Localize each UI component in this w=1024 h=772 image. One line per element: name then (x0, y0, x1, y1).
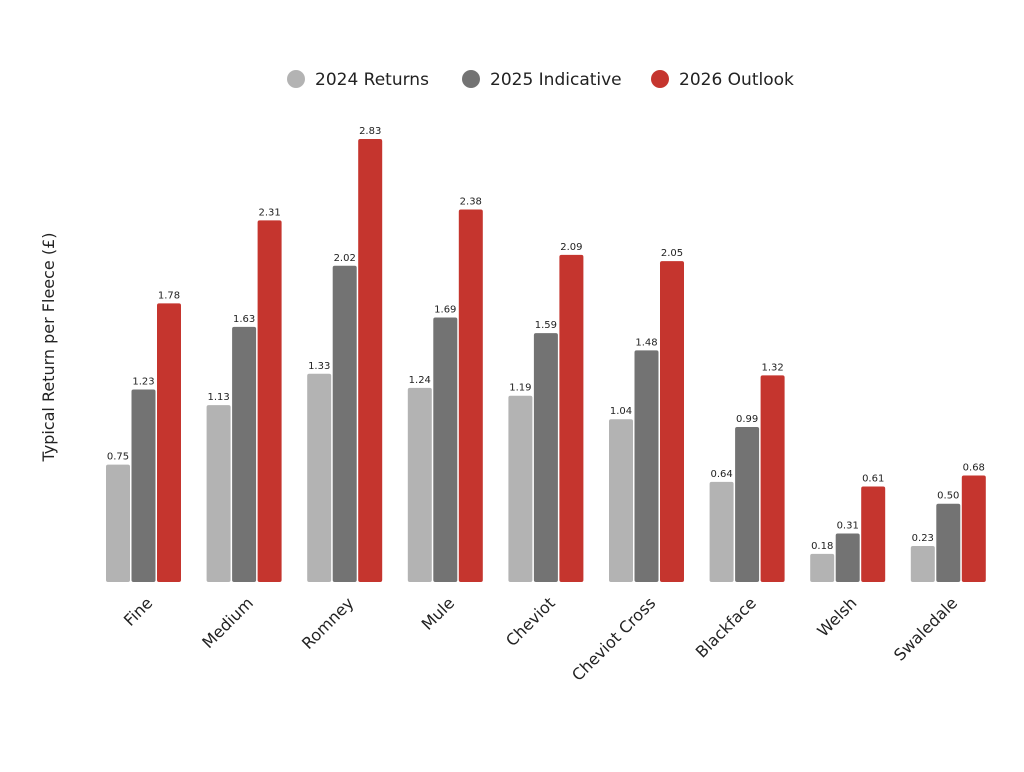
bar (533, 333, 558, 582)
data-label: 2.83 (359, 126, 381, 137)
bar (433, 317, 458, 582)
data-label: 1.69 (434, 304, 456, 315)
data-label: 1.78 (158, 290, 180, 301)
x-tick-label: Blackface (692, 593, 760, 661)
legend-label: 2025 Indicative (490, 70, 622, 90)
legend-marker (287, 70, 305, 88)
bar (961, 475, 986, 582)
bar (735, 427, 760, 582)
bar (358, 139, 383, 582)
data-label: 1.63 (233, 314, 255, 325)
bar (332, 265, 357, 582)
data-label: 1.13 (207, 392, 229, 403)
bar (660, 261, 684, 582)
x-tick-label: Romney (298, 593, 358, 653)
bar (634, 350, 659, 582)
data-label: 0.61 (862, 474, 884, 485)
bar (131, 389, 156, 582)
data-label: 2.05 (661, 248, 683, 259)
legend-label: 2026 Outlook (679, 70, 794, 90)
data-label: 2.31 (258, 207, 280, 218)
bar (861, 486, 886, 582)
data-label: 0.75 (107, 452, 129, 463)
legend-label: 2024 Returns (315, 70, 429, 90)
legend: 2024 Returns 2025 Indicative 2026 Outlook (287, 70, 794, 90)
data-label: 2.02 (334, 253, 356, 264)
bar (458, 209, 483, 582)
bar (257, 220, 282, 582)
bar (835, 533, 860, 582)
bar (157, 303, 181, 582)
bar (910, 545, 935, 582)
bar (760, 375, 785, 582)
bar (232, 326, 257, 582)
bar (508, 395, 533, 582)
data-label: 0.31 (837, 520, 859, 531)
bar (609, 419, 633, 582)
legend-marker (462, 70, 480, 88)
bar (206, 405, 231, 582)
data-label: 1.19 (509, 383, 531, 394)
data-label: 1.32 (761, 362, 783, 373)
x-tick-label: Cheviot (502, 593, 559, 650)
data-label: 2.38 (460, 196, 482, 207)
x-tick-label: Welsh (813, 593, 860, 640)
data-label: 0.50 (937, 491, 959, 502)
x-tick-label: Cheviot Cross (568, 593, 659, 684)
data-label: 0.64 (710, 469, 732, 480)
bar (709, 481, 734, 582)
y-axis-label: Typical Return per Fleece (£) (39, 232, 58, 462)
legend-marker (651, 70, 669, 88)
data-label: 2.09 (560, 242, 582, 253)
bar (407, 387, 432, 582)
data-label: 0.18 (811, 541, 833, 552)
data-label: 1.59 (535, 320, 557, 331)
bar (936, 503, 961, 582)
data-label: 0.99 (736, 414, 758, 425)
data-label: 1.48 (635, 337, 657, 348)
x-tick-label: Fine (120, 593, 156, 629)
bar (559, 254, 584, 582)
x-tick-label: Mule (418, 593, 458, 633)
data-label: 0.68 (963, 463, 985, 474)
data-label: 1.24 (409, 375, 431, 386)
bar (307, 373, 332, 582)
x-tick-label: Medium (198, 593, 257, 652)
data-label: 1.33 (308, 361, 330, 372)
data-label: 1.23 (132, 376, 154, 387)
bar (810, 553, 835, 582)
data-label: 0.23 (912, 533, 934, 544)
bar (106, 464, 130, 582)
data-label: 1.04 (610, 406, 632, 417)
x-tick-label: Swaledale (890, 593, 961, 664)
